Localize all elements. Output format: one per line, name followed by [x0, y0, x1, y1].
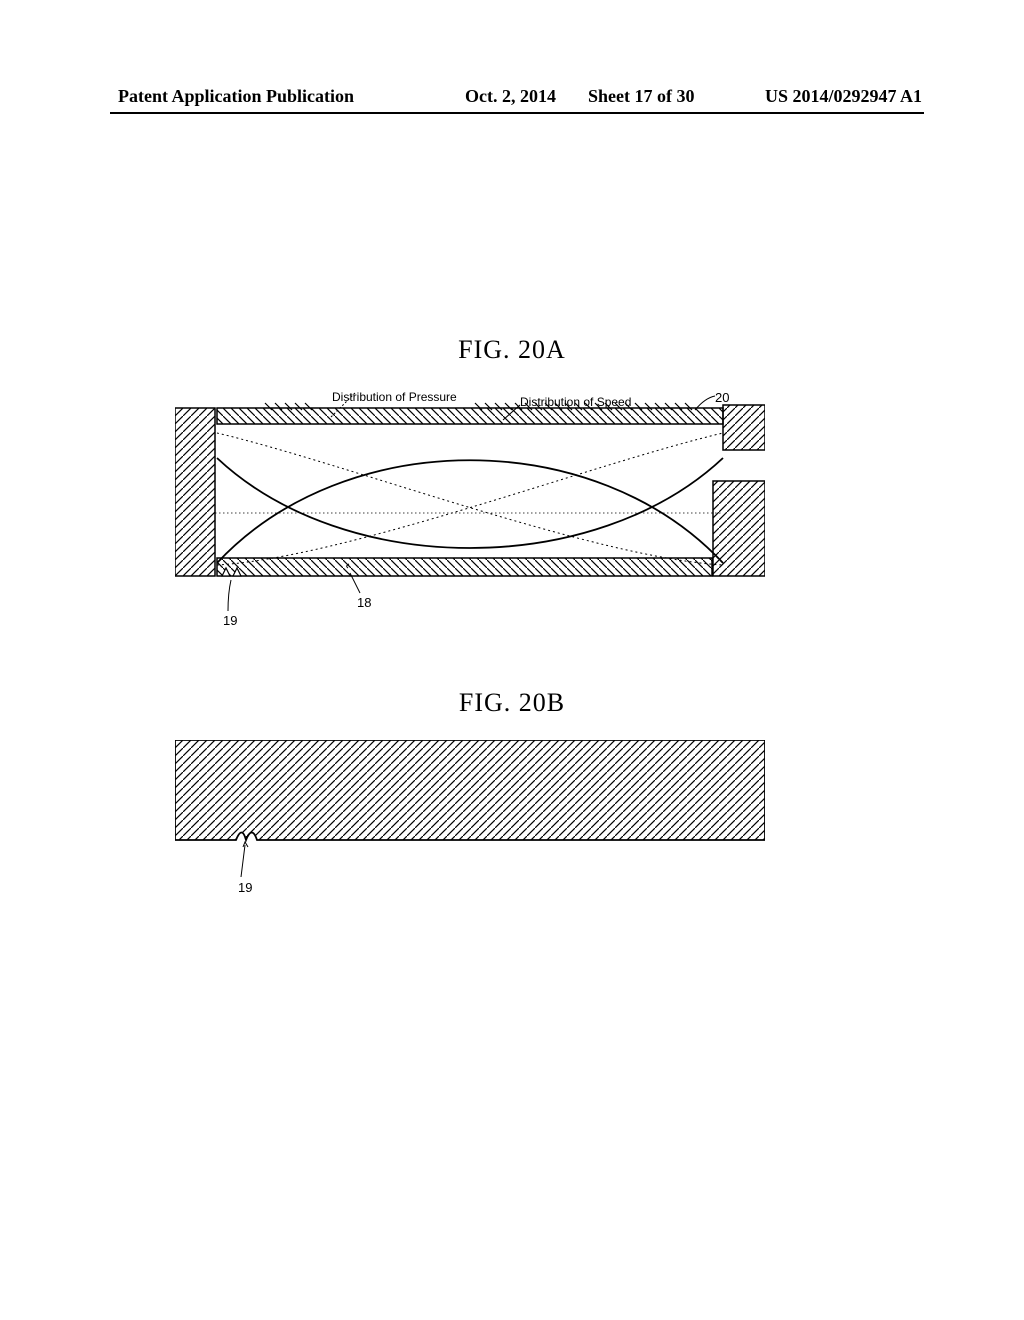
reference-19-label-b: 19 — [238, 880, 252, 895]
header-publication-type: Patent Application Publication — [118, 86, 354, 107]
header-patent-number: US 2014/0292947 A1 — [765, 86, 922, 107]
header-divider — [110, 112, 924, 114]
header-sheet-number: Sheet 17 of 30 — [588, 86, 695, 107]
speed-distribution-label: Distribution of Speed — [520, 395, 631, 409]
reference-18-label: 18 — [357, 595, 371, 610]
reference-20-label: 20 — [715, 390, 729, 405]
figure-20a-diagram — [175, 368, 765, 628]
header-date: Oct. 2, 2014 — [465, 86, 556, 107]
figure-20a: Distribution of Pressure Distribution of… — [175, 368, 875, 648]
pressure-distribution-label: Distribution of Pressure — [332, 390, 457, 404]
reference-19-label-a: 19 — [223, 613, 237, 628]
figure-20b: 19 — [175, 740, 875, 920]
figure-20b-label: FIG. 20B — [0, 688, 1024, 718]
figure-20b-diagram — [175, 740, 765, 910]
figure-20a-label: FIG. 20A — [0, 335, 1024, 365]
